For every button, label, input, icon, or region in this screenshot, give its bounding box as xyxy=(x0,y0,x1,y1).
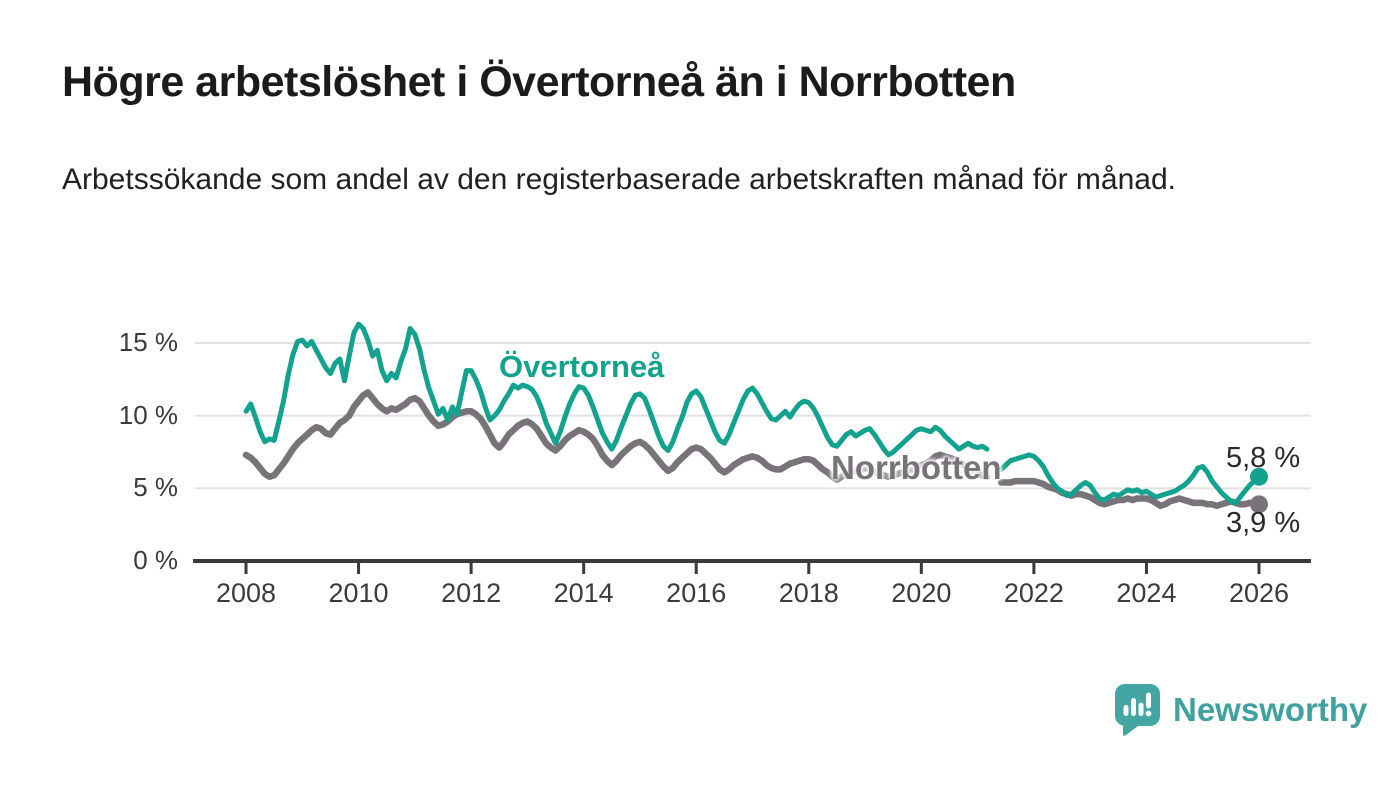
y-tick-label: 10 % xyxy=(118,399,178,430)
y-tick-label: 15 % xyxy=(118,327,178,357)
x-tick-label: 2008 xyxy=(215,578,277,608)
newsworthy-logo: Newsworthy xyxy=(1114,684,1367,736)
x-tick-label: 2024 xyxy=(1116,578,1177,608)
x-tick-label: 2018 xyxy=(778,578,839,608)
series-label-norrbotten: Norrbotten xyxy=(831,449,1002,486)
x-tick-label: 2026 xyxy=(1228,578,1290,608)
page-subtitle: Arbetssökande som andel av den registerb… xyxy=(62,163,1176,196)
y-tick-label: 0 % xyxy=(133,545,178,575)
x-tick-label: 2010 xyxy=(328,578,389,608)
x-tick-label: 2016 xyxy=(666,578,727,608)
line-övertorneå xyxy=(243,321,1262,506)
page-title: Högre arbetslöshet i Övertorneå än i Nor… xyxy=(62,58,1016,106)
end-dot-norrbotten xyxy=(1250,495,1268,514)
bar-chart-speech-bubble-icon xyxy=(1115,684,1160,736)
x-tick-label: 2014 xyxy=(553,578,614,608)
brand-name: Newsworthy xyxy=(1173,691,1368,728)
series-label-overtornea: Övertorneå xyxy=(499,349,665,384)
y-tick-label: 5 % xyxy=(133,472,178,503)
x-tick-label: 2020 xyxy=(891,578,952,608)
end-value-label-overtornea: 5,8 % xyxy=(1226,442,1301,474)
x-tick-label: 2012 xyxy=(441,578,502,608)
line-norrbotten xyxy=(242,389,1263,510)
end-dot-övertorneå xyxy=(1250,467,1268,486)
end-value-label-norrbotten: 3,9 % xyxy=(1226,507,1301,539)
x-tick-label: 2022 xyxy=(1003,578,1064,608)
